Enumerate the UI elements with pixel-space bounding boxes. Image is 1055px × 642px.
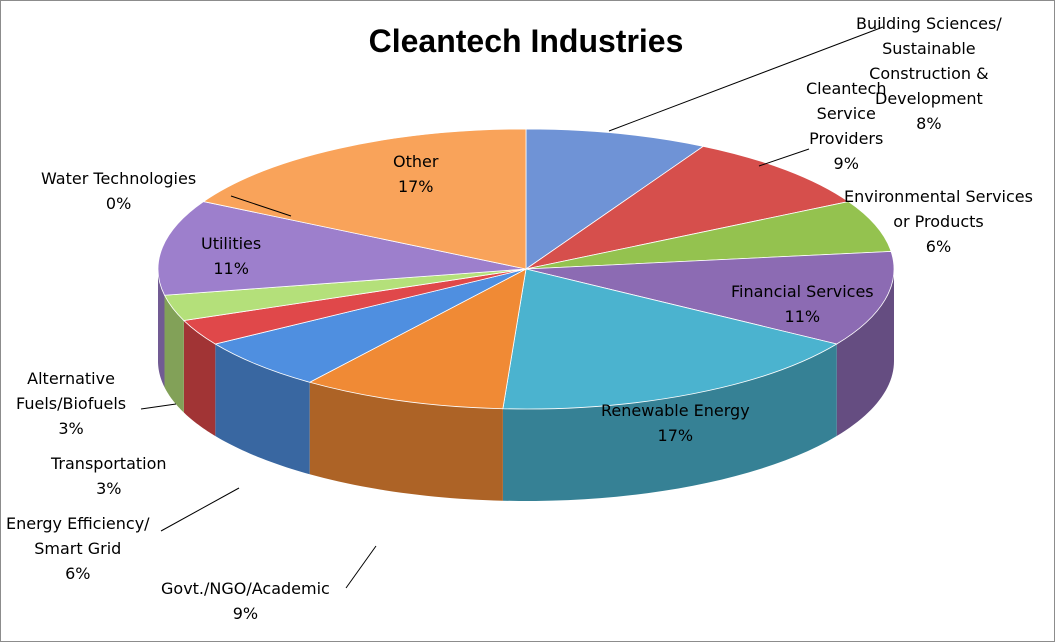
data-label-6: Energy Efficiency/Smart Grid 6%	[6, 511, 150, 586]
pie-slice-11	[202, 128, 527, 270]
data-label-1-name-line-1: Service	[816, 104, 876, 123]
data-label-0-name-line-3: Development	[875, 89, 983, 108]
data-label-4-name-line-0: Renewable Energy	[601, 401, 750, 420]
data-label-0: Building Sciences/Sustainable Constructio…	[856, 11, 1002, 136]
data-label-0-name-line-1: Sustainable	[882, 39, 976, 58]
data-label-2-percent: 6%	[925, 237, 952, 256]
pie-tops	[157, 128, 895, 410]
pie-side-8	[164, 295, 184, 413]
data-label-3-percent: 11%	[784, 307, 821, 326]
pie-side-5	[309, 382, 503, 501]
data-label-1-name-line-0: Cleantech	[806, 79, 887, 98]
pie-slice-3	[525, 251, 895, 345]
data-label-10: Water Technologies 0%	[41, 166, 196, 216]
data-label-11: Other 17%	[393, 149, 438, 199]
data-label-7-percent: 3%	[96, 479, 122, 498]
data-label-2-name-line-1: or Products	[893, 212, 984, 231]
data-label-9-percent: 11%	[213, 259, 249, 278]
data-label-0-name-line-0: Building Sciences/	[856, 14, 1002, 33]
pie-side-9	[158, 269, 165, 388]
data-label-6-percent: 6%	[65, 564, 91, 583]
data-label-5-percent: 9%	[232, 604, 259, 623]
data-label-5: Govt./NGO/Academic 9%	[161, 576, 330, 626]
data-label-3: Financial Services 11%	[731, 279, 874, 329]
data-label-0-percent: 8%	[916, 114, 942, 133]
pie-sides	[158, 269, 894, 501]
data-label-1: Cleantech Service Providers 9%	[806, 76, 886, 176]
data-label-8-name-line-1: Fuels/Biofuels	[16, 394, 127, 413]
data-label-11-percent: 17%	[397, 177, 434, 196]
leader-lines	[140, 26, 884, 589]
data-label-4-percent: 17%	[657, 426, 694, 445]
data-label-2-name-line-0: Environmental Services	[844, 187, 1033, 206]
pie-side-7	[183, 320, 216, 437]
leader-line-8	[140, 403, 177, 410]
leader-line-0	[608, 26, 884, 132]
data-label-1-percent: 9%	[833, 154, 859, 173]
pie-slice-9	[157, 201, 527, 296]
data-label-6-name-line-0: Energy Efficiency/	[6, 514, 150, 533]
leader-line-10	[230, 195, 292, 217]
pie-side-6	[215, 344, 310, 475]
data-label-5-name-line-0: Govt./NGO/Academic	[161, 579, 330, 598]
pie-slice-5	[308, 268, 527, 410]
pie-slice-2	[525, 201, 892, 270]
chart-title: Cleantech Industries	[368, 23, 684, 59]
pie-slice-6	[214, 268, 527, 383]
data-label-4: Renewable Energy 17%	[601, 398, 750, 448]
pie-slice-4	[502, 268, 838, 410]
data-label-8: Alternative Fuels/Biofuels 3%	[16, 366, 126, 441]
pie-slice-1	[525, 145, 850, 270]
data-label-7: Transportation 3%	[51, 451, 167, 501]
data-label-11-name-line-0: Other	[393, 152, 439, 171]
leader-line-1	[758, 148, 810, 167]
data-label-6-name-line-1: Smart Grid	[34, 539, 122, 558]
leader-line-6	[160, 487, 240, 532]
data-label-10-name-line-0: Water Technologies	[41, 169, 197, 188]
data-label-2: Environmental Services or Products 6%	[844, 184, 1033, 259]
data-label-9: Utilities 11%	[201, 231, 261, 281]
data-label-8-percent: 3%	[58, 419, 84, 438]
leader-line-5	[345, 545, 377, 589]
data-label-0-name-line-2: Construction &	[869, 64, 989, 83]
pie-slice-0	[525, 128, 705, 270]
data-label-3-name-line-0: Financial Services	[731, 282, 874, 301]
pie-side-3	[836, 269, 894, 437]
data-label-9-name-line-0: Utilities	[201, 234, 262, 253]
data-label-8-name-line-0: Alternative	[27, 369, 115, 388]
pie-side-4	[502, 344, 837, 501]
data-label-7-name-line-0: Transportation	[51, 454, 167, 473]
data-label-1-name-line-2: Providers	[809, 129, 884, 148]
data-label-10-percent: 0%	[105, 194, 132, 213]
